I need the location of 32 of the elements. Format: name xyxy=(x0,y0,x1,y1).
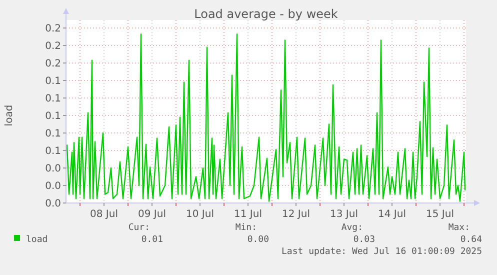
x-tick-label: 15 Jul xyxy=(426,209,454,220)
y-tick-label: 0.1 xyxy=(45,94,61,104)
x-tick-label: 13 Jul xyxy=(330,209,358,220)
y-tick-label: 0.0 xyxy=(45,164,61,174)
chart-title: Load average - by week xyxy=(194,7,338,21)
y-tick-label: 0.1 xyxy=(45,111,61,122)
y-tick-label: 0.2 xyxy=(45,41,61,52)
y-tick-label: 0.1 xyxy=(45,76,61,87)
text: Last update: Wed Jul 16 01:00:09 2025 xyxy=(282,247,482,257)
x-tick-label: 08 Jul xyxy=(90,209,118,220)
y-tick-label: 0.1 xyxy=(45,146,61,157)
text: Max: xyxy=(448,223,470,233)
text: Min: xyxy=(235,223,257,233)
text: 0.03 xyxy=(353,235,375,245)
y-tick-label: 0.0 xyxy=(45,181,61,192)
legend-label: load xyxy=(26,235,48,245)
y-axis-title: load xyxy=(4,104,15,126)
y-tick-label: 0.2 xyxy=(45,24,61,34)
text: 0.64 xyxy=(460,235,482,245)
x-tick-label: 12 Jul xyxy=(282,209,310,220)
line-series xyxy=(65,34,466,202)
x-tick-label: 11 Jul xyxy=(234,209,262,220)
x-tick-label: 14 Jul xyxy=(378,209,406,220)
text: Avg: xyxy=(341,223,363,233)
x-tick-label: 10 Jul xyxy=(186,209,214,220)
text: 0.00 xyxy=(247,235,269,245)
text: Cur: xyxy=(128,223,150,233)
y-tick-label: 0.0 xyxy=(45,198,61,210)
y-tick-label: 0.2 xyxy=(45,58,61,70)
y-tick-label: 0.1 xyxy=(45,128,61,140)
x-tick-label: 09 Jul xyxy=(138,209,166,220)
text: 0.01 xyxy=(141,235,163,245)
